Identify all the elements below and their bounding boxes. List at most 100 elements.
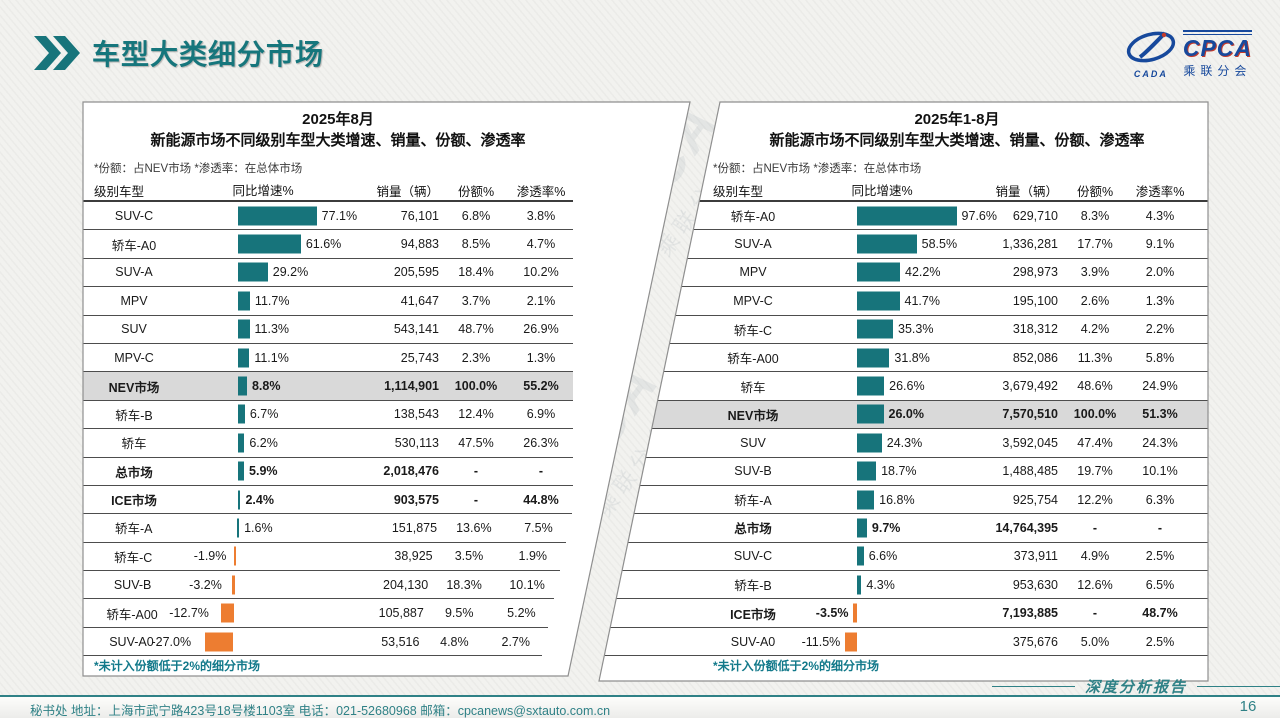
growth-bar (238, 206, 317, 226)
penetration-cell: 6.9% (526, 407, 556, 422)
penetration-cell: 1.9% (518, 549, 548, 564)
table-row: MPV-C 41.7% 195,100 2.6% 1.3% (599, 287, 1208, 316)
penetration-cell: 5.2% (507, 606, 536, 621)
growth-bar-cell: 35.3% (799, 316, 965, 343)
table-row: 轿车-C 35.3% 318,312 4.2% 2.2% (599, 316, 1208, 344)
share-cell: 9.5% (444, 606, 474, 621)
growth-label: -12.7% (169, 606, 209, 621)
growth-label: 6.2% (249, 435, 278, 450)
category-cell: 轿车-C (114, 550, 153, 565)
penetration-cell: 24.9% (1142, 379, 1178, 394)
share-cell: 100.0% (454, 379, 498, 394)
col-sales: 销量（辆） (995, 184, 1058, 199)
penetration-cell: 6.3% (1145, 492, 1175, 507)
table-row: SUV-A0 -11.5% 375,676 5.0% 2.5% (599, 628, 1208, 657)
category-cell: 轿车-C (733, 323, 773, 338)
category-cell: 轿车-A (734, 494, 772, 509)
growth-label: 97.6% (961, 208, 997, 223)
category-cell: SUV-B (734, 464, 772, 479)
growth-label: 29.2% (272, 265, 309, 280)
growth-bar-cell: 41.7% (799, 287, 965, 314)
share-cell: 8.5% (461, 237, 491, 252)
sales-cell: 298,973 (1012, 265, 1058, 280)
share-cell: 12.4% (458, 407, 494, 422)
growth-label: 5.9% (249, 464, 278, 479)
penetration-cell: 2.0% (1145, 265, 1175, 280)
table-row: 轿车-C -1.9% 38,925 3.5% 1.9% (83, 543, 561, 572)
cada-oval-icon (1126, 31, 1175, 63)
growth-bar (205, 632, 233, 652)
sales-cell: 2,018,476 (383, 464, 439, 479)
growth-label: 11.7% (254, 293, 290, 308)
growth-label: 2.4% (245, 492, 274, 507)
penetration-cell: 3.8% (526, 208, 556, 223)
share-cell: 47.4% (1077, 435, 1113, 450)
penetration-cell: 26.9% (523, 322, 559, 337)
table-row: 轿车 6.2% 530,113 47.5% 26.3% (83, 429, 573, 458)
sales-cell: 41,647 (400, 293, 439, 308)
category-cell: 轿车-A0 (111, 238, 157, 253)
growth-bar (857, 490, 875, 510)
sales-cell: 25,743 (400, 350, 439, 365)
category-cell: SUV-C (114, 208, 154, 223)
sales-cell: 953,630 (1012, 577, 1058, 592)
growth-bar (238, 262, 268, 282)
sales-cell: 105,887 (378, 606, 424, 621)
growth-bar (238, 461, 245, 481)
growth-bar-cell: 11.7% (180, 287, 346, 314)
growth-label: 11.3% (254, 322, 290, 337)
sales-cell: 543,141 (393, 322, 439, 337)
growth-label: -11.5% (801, 634, 841, 649)
growth-label: 26.0% (888, 407, 924, 422)
share-cell: 4.2% (1080, 322, 1110, 337)
growth-label: 26.6% (889, 379, 925, 394)
sales-cell: 1,488,485 (1002, 464, 1058, 479)
category-cell: MPV-C (733, 293, 773, 308)
sales-cell: 151,875 (391, 520, 438, 535)
growth-bar-cell: -3.5% (799, 599, 965, 626)
growth-bar-cell: 5.9% (180, 458, 346, 485)
divider-line (992, 685, 1075, 687)
growth-label: 31.8% (894, 350, 930, 365)
growth-label: 11.1% (254, 350, 289, 365)
penetration-cell: 2.5% (1145, 549, 1175, 564)
growth-label: 16.8% (879, 492, 915, 507)
col-growth: 同比增速% (851, 184, 913, 198)
table-header: 级别车型 同比增速% 销量（辆） 份额% 渗透率% (599, 180, 1208, 202)
growth-bar (857, 319, 893, 339)
growth-bar (238, 319, 250, 339)
growth-label: 24.3% (886, 435, 923, 450)
penetration-cell: 26.3% (523, 435, 559, 450)
growth-label: -1.9% (193, 549, 227, 564)
table-row: 轿车-A 1.6% 151,875 13.6% 7.5% (83, 514, 567, 543)
category-cell: MPV (739, 265, 767, 280)
table-row: NEV市场 8.8% 1,114,901 100.0% 55.2% (83, 372, 573, 401)
growth-label: 61.6% (305, 237, 342, 252)
growth-bar (857, 348, 890, 368)
growth-bar (857, 206, 957, 226)
growth-bar-cell: 2.4% (180, 486, 346, 513)
penetration-cell: 1.3% (526, 350, 556, 365)
growth-bar (857, 575, 862, 595)
sales-cell: 1,336,281 (1002, 237, 1058, 252)
category-cell: MPV (120, 293, 148, 308)
share-cell: 4.8% (440, 634, 469, 649)
share-cell: 3.7% (461, 293, 491, 308)
share-cell: 48.7% (458, 322, 494, 337)
share-cell: 18.4% (458, 265, 494, 280)
category-cell: 总市场 (734, 522, 772, 537)
sales-cell: 925,754 (1012, 492, 1058, 507)
col-sales: 销量（辆） (376, 184, 439, 199)
growth-bar-cell: 97.6% (799, 202, 997, 229)
cada-logo: CADA (1125, 30, 1177, 79)
growth-bar-cell: 1.6% (179, 514, 344, 541)
table-row: SUV 11.3% 543,141 48.7% 26.9% (83, 316, 573, 344)
category-cell: NEV市场 (108, 380, 160, 395)
panel-footnote: *未计入份额低于2%的细分市场 (94, 659, 261, 673)
growth-bar-cell: -27.0% (151, 628, 332, 655)
growth-bar-cell: 26.6% (799, 372, 965, 399)
category-cell: ICE市场 (111, 494, 157, 509)
growth-bar (857, 461, 877, 481)
penetration-cell: 55.2% (523, 379, 559, 394)
growth-bar (238, 404, 245, 424)
